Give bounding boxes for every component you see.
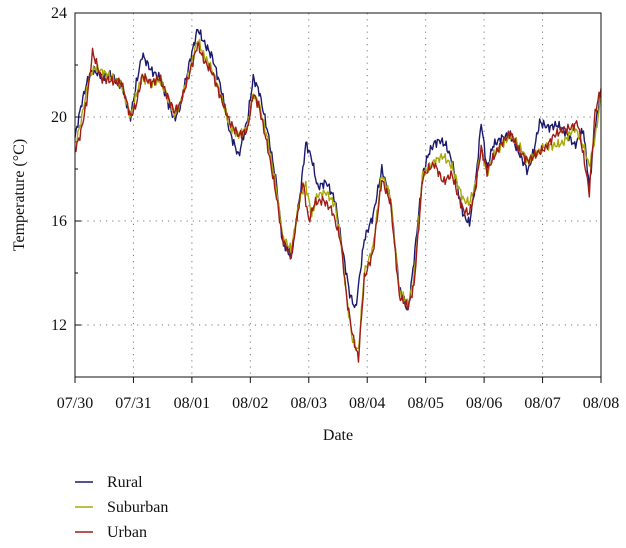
y-axis-title: Temperature (°C): [11, 139, 28, 251]
x-tick-label: 08/04: [349, 395, 385, 412]
x-tick-label: 08/03: [291, 395, 327, 412]
x-tick-label: 08/08: [583, 395, 619, 412]
x-tick-label: 08/07: [524, 395, 560, 412]
x-tick-label: 07/31: [115, 395, 151, 412]
x-axis-title: Date: [323, 427, 353, 444]
axes: 12 16 20 24 07/30 07/31 08/01 08/02 08/03 08/04 08…: [51, 5, 619, 412]
series-line-suburban: [74, 38, 602, 351]
x-tick-label: 07/30: [57, 395, 93, 412]
legend-label-suburban: Suburban: [107, 499, 168, 516]
y-tick-label: 20: [51, 109, 67, 126]
y-tick-label: 12: [51, 317, 67, 334]
legend: Rural Suburban Urban: [75, 474, 168, 541]
series-lines: [74, 28, 602, 363]
y-tick-label: 24: [51, 5, 67, 22]
series-line-rural: [74, 28, 602, 311]
series-line-urban: [74, 42, 602, 363]
x-tick-label: 08/05: [407, 395, 443, 412]
legend-label-urban: Urban: [107, 524, 147, 541]
y-tick-label: 16: [51, 213, 67, 230]
x-tick-label: 08/02: [232, 395, 268, 412]
x-tick-label: 08/06: [466, 395, 502, 412]
plot-frame: [74, 12, 602, 378]
grid-lines: [75, 13, 601, 377]
legend-label-rural: Rural: [107, 474, 143, 491]
x-tick-label: 08/01: [174, 395, 210, 412]
